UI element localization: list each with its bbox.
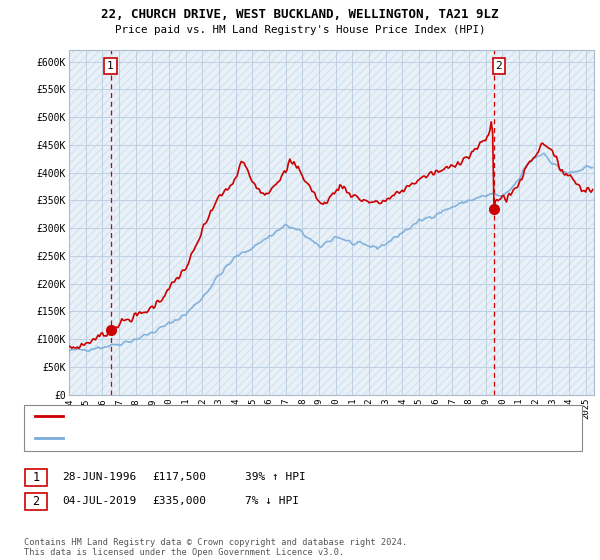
- Text: 1: 1: [107, 61, 114, 71]
- Text: 04-JUL-2019: 04-JUL-2019: [62, 496, 136, 506]
- Text: 39% ↑ HPI: 39% ↑ HPI: [245, 472, 305, 482]
- Text: Contains HM Land Registry data © Crown copyright and database right 2024.
This d: Contains HM Land Registry data © Crown c…: [24, 538, 407, 557]
- Text: 7% ↓ HPI: 7% ↓ HPI: [245, 496, 299, 506]
- Text: Price paid vs. HM Land Registry's House Price Index (HPI): Price paid vs. HM Land Registry's House …: [115, 25, 485, 35]
- Text: 22, CHURCH DRIVE, WEST BUCKLAND, WELLINGTON, TA21 9LZ (detached house): 22, CHURCH DRIVE, WEST BUCKLAND, WELLING…: [69, 412, 480, 421]
- Text: £335,000: £335,000: [152, 496, 206, 506]
- Text: 22, CHURCH DRIVE, WEST BUCKLAND, WELLINGTON, TA21 9LZ: 22, CHURCH DRIVE, WEST BUCKLAND, WELLING…: [101, 8, 499, 21]
- Text: 2: 2: [496, 61, 502, 71]
- Text: 28-JUN-1996: 28-JUN-1996: [62, 472, 136, 482]
- Text: 1: 1: [32, 470, 40, 484]
- Text: £117,500: £117,500: [152, 472, 206, 482]
- Text: HPI: Average price, detached house, Somerset: HPI: Average price, detached house, Some…: [69, 433, 328, 443]
- Text: 2: 2: [32, 494, 40, 508]
